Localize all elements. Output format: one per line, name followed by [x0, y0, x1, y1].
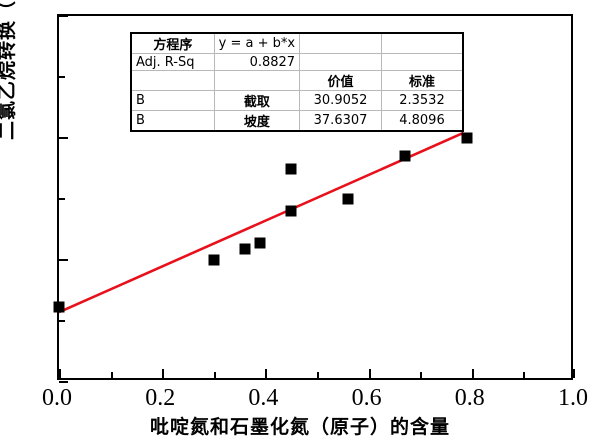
fit-results-cell: 标准 [380, 70, 464, 91]
fit-results-cell: y = a + b*x [213, 32, 301, 54]
fit-results-cell [213, 70, 301, 91]
fit-results-row: B 坡度 37.6307 4.8096 [130, 110, 464, 132]
data-point [254, 237, 266, 249]
data-point [342, 193, 354, 205]
x-axis-tick [368, 369, 371, 378]
fit-results-cell: 截取 [213, 90, 301, 111]
fit-results-cell: 0.8827 [213, 53, 301, 71]
x-axis-tick [265, 369, 268, 378]
linear-fit-line [58, 131, 465, 314]
fit-results-cell: 坡度 [213, 110, 301, 132]
x-axis-title: 吡啶氮和石墨化氮（原子）的含量 [149, 416, 450, 438]
y-axis-minor-tick [59, 198, 65, 200]
fit-results-cell: Adj. R-Sq [130, 53, 215, 71]
x-axis-tick-label: 0.4 [248, 385, 279, 411]
x-axis-tick-label: 0.6 [351, 385, 382, 411]
fit-results-row: B 截取 30.9052 2.3532 [130, 90, 464, 111]
x-axis-minor-tick [213, 372, 216, 378]
fit-results-cell: 价值 [299, 70, 382, 91]
x-axis-tick-label: 1.0 [558, 385, 588, 411]
x-axis-minor-tick [110, 372, 113, 378]
fit-results-cell [380, 53, 464, 71]
fit-results-cell [299, 32, 382, 54]
fit-results-table: 方程序 y = a + b*x Adj. R-Sq 0.8827 价值 标准 B 截取 30.9… [130, 32, 464, 132]
data-point [53, 301, 65, 313]
y-axis-tick [59, 381, 68, 383]
fit-results-cell: 4.8096 [380, 110, 464, 132]
y-axis-minor-tick [59, 76, 65, 78]
data-point [285, 163, 297, 174]
x-axis-tick [471, 369, 474, 378]
plot-area: 方程序 y = a + b*x Adj. R-Sq 0.8827 价值 标准 B 截取 30.9… [53, 14, 575, 383]
x-axis-tick-label: 0.0 [42, 385, 72, 411]
data-point [239, 243, 251, 255]
fit-results-cell [380, 32, 464, 54]
data-point [208, 254, 220, 266]
data-point [285, 205, 297, 217]
fit-results-cell [130, 70, 215, 91]
fit-results-cell: 方程序 [130, 32, 215, 54]
fit-results-row: 价值 标准 [130, 70, 464, 91]
y-axis-tick [59, 259, 68, 261]
data-point [461, 132, 473, 144]
fit-results-cell [299, 53, 382, 71]
fit-results-row: 方程序 y = a + b*x [130, 32, 464, 54]
fit-results-cell: 37.6307 [299, 110, 382, 132]
y-axis-minor-tick [59, 320, 65, 322]
fit-results-cell: 30.9052 [299, 90, 382, 111]
data-point [399, 150, 411, 162]
x-axis-tick-label: 0.2 [145, 385, 176, 411]
y-axis-title-text: 二氯乙烷转换（%） [0, 0, 18, 141]
x-axis-minor-tick [317, 372, 319, 378]
x-axis-tick [59, 369, 61, 378]
fit-results-row: Adj. R-Sq 0.8827 [130, 53, 464, 71]
fit-line-layer [58, 131, 465, 314]
y-axis-tick [59, 137, 68, 139]
y-axis-title: 二氯乙烷转换（%） [0, 0, 19, 140]
x-axis-minor-tick [523, 372, 526, 378]
fit-results-cell: B [130, 90, 215, 111]
fit-results-cell: B [130, 110, 215, 132]
fit-results-table-body: 方程序 y = a + b*x Adj. R-Sq 0.8827 价值 标准 B 截取 30.9… [130, 32, 464, 132]
x-axis-tick-label: 0.8 [454, 385, 485, 411]
x-axis-minor-tick [420, 372, 423, 378]
y-axis-tick [59, 15, 68, 17]
x-axis-tick [573, 369, 575, 378]
x-axis-tick [162, 369, 165, 378]
fit-results-cell: 2.3532 [380, 90, 464, 111]
